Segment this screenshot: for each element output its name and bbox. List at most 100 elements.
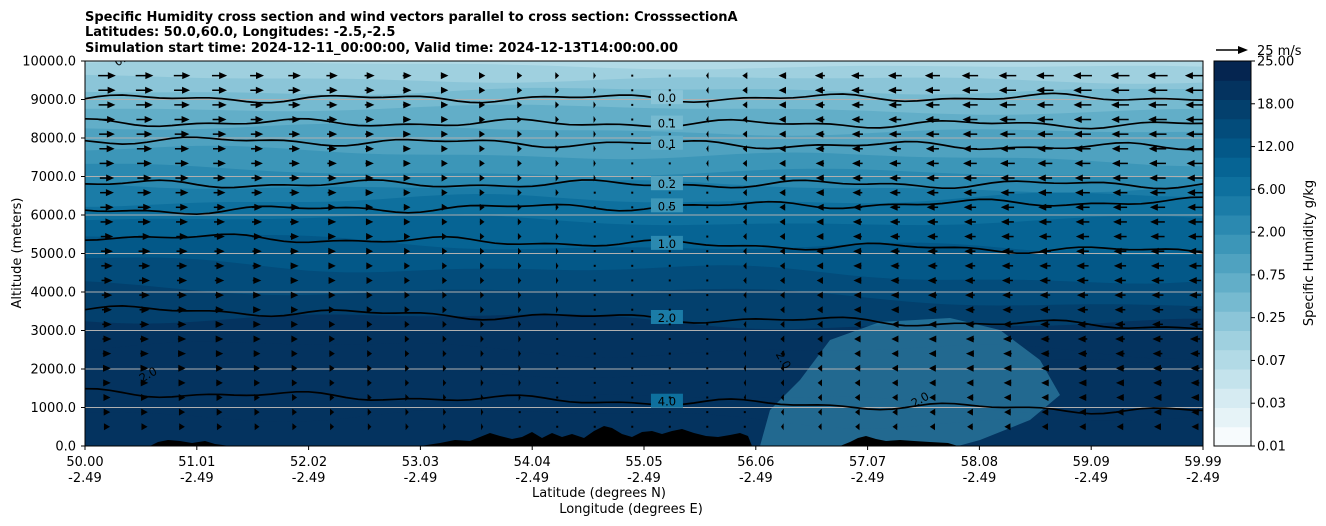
wind-vector-head (104, 247, 113, 255)
wind-vector-head (367, 350, 373, 358)
wind-vector (963, 203, 977, 211)
wind-vector-head (219, 72, 228, 80)
wind-vector (441, 203, 448, 211)
wind-vector-head (779, 247, 785, 255)
wind-vector-head (404, 306, 410, 314)
wind-vector (1003, 364, 1012, 372)
wind-vector-head (1077, 335, 1086, 343)
wind-vector (138, 262, 151, 270)
wind-vector (174, 86, 191, 94)
wind-vector-head (181, 130, 190, 138)
wind-vector (854, 364, 861, 372)
wind-vector (631, 177, 634, 180)
wind-vector (1001, 262, 1014, 270)
wind-vector (743, 320, 747, 328)
wind-vector-dot (593, 294, 596, 297)
contour-label-bg (650, 393, 683, 408)
wind-vector-head (291, 233, 300, 241)
wind-vector (480, 247, 485, 255)
wind-vector-head (1040, 335, 1049, 343)
wind-vector (816, 247, 824, 255)
wind-vector (706, 308, 709, 311)
wind-vector (1187, 218, 1203, 226)
wind-vector-head (928, 306, 937, 314)
wind-vector-head (961, 72, 970, 80)
wind-vector-head (706, 145, 709, 153)
wind-vector-dot (631, 220, 634, 223)
wind-vector-dot (631, 279, 634, 282)
wind-vector-head (962, 145, 971, 153)
wind-vector-head (887, 72, 896, 80)
wind-vector (555, 145, 559, 153)
wind-vector (327, 145, 338, 153)
wind-vector-dot (593, 220, 596, 223)
wind-vector (888, 116, 902, 124)
wind-vector-dot (706, 294, 709, 297)
wind-vector-dot (668, 103, 671, 106)
wind-vector-dot (631, 235, 634, 238)
wind-vector-head (517, 101, 523, 109)
wind-vector (479, 159, 485, 167)
wind-vector-head (1037, 174, 1046, 182)
wind-vector (928, 320, 937, 328)
wind-vector (1036, 72, 1054, 80)
wind-vector-head (178, 393, 186, 401)
wind-vector-head (1039, 262, 1048, 270)
wind-vector-head (779, 276, 785, 284)
wind-vector (1000, 189, 1015, 197)
wind-vector (780, 379, 784, 387)
wind-vector-head (480, 408, 484, 416)
wind-vector-head (253, 335, 261, 343)
wind-vector-head (929, 423, 935, 431)
wind-vector-head (443, 393, 447, 401)
wind-vector (593, 279, 596, 282)
wind-vector (517, 247, 522, 255)
wind-vector (1073, 130, 1091, 138)
wind-vector-dot (706, 367, 709, 370)
wind-vector (928, 335, 937, 343)
wind-vector (1078, 408, 1086, 416)
wind-vector-head (481, 423, 484, 431)
wind-vector (517, 159, 522, 167)
wind-vector (1076, 262, 1089, 270)
wind-vector-head (105, 203, 114, 211)
wind-vector (1147, 86, 1168, 94)
wind-vector (593, 337, 596, 340)
wind-vector-head (253, 306, 261, 314)
wind-vector (479, 145, 485, 153)
wind-vector-head (403, 203, 411, 211)
wind-vector (928, 350, 937, 358)
wind-vector (327, 159, 337, 167)
wind-vector-head (1004, 408, 1011, 416)
wind-vector-head (141, 335, 150, 343)
wind-vector (1039, 276, 1051, 284)
wind-vector-head (742, 189, 747, 197)
wind-vector-head (1190, 364, 1199, 372)
wind-vector (851, 86, 864, 94)
wind-vector (743, 233, 747, 241)
wind-vector (556, 411, 559, 414)
wind-vector-head (140, 379, 149, 387)
wind-vector (1113, 233, 1127, 241)
humidity-pocket (760, 318, 1060, 446)
wind-vector-head (216, 408, 223, 416)
wind-vector-head (555, 247, 559, 255)
wind-vector-head (216, 393, 223, 401)
wind-vector (1114, 276, 1126, 284)
wind-vector-head (517, 86, 523, 94)
wind-vector-head (215, 320, 224, 328)
wind-vector-head (1151, 291, 1160, 299)
wind-vector-head (889, 189, 898, 197)
x-tick-lon: -2.49 (627, 471, 661, 486)
wind-vector (365, 159, 374, 167)
wind-vector-head (216, 291, 225, 299)
wind-vector (1078, 379, 1087, 387)
wind-vector (479, 174, 485, 182)
wind-vector (517, 101, 523, 109)
wind-vector (253, 364, 261, 372)
wind-vector-head (743, 306, 747, 314)
wind-vector-head (145, 72, 154, 80)
wind-vector-head (927, 262, 936, 270)
contour-line (85, 136, 1203, 151)
wind-vector (326, 72, 338, 80)
